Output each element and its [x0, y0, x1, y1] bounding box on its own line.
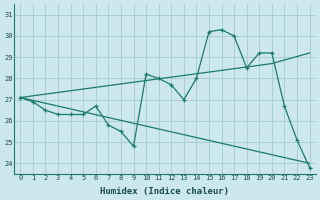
X-axis label: Humidex (Indice chaleur): Humidex (Indice chaleur): [100, 187, 229, 196]
